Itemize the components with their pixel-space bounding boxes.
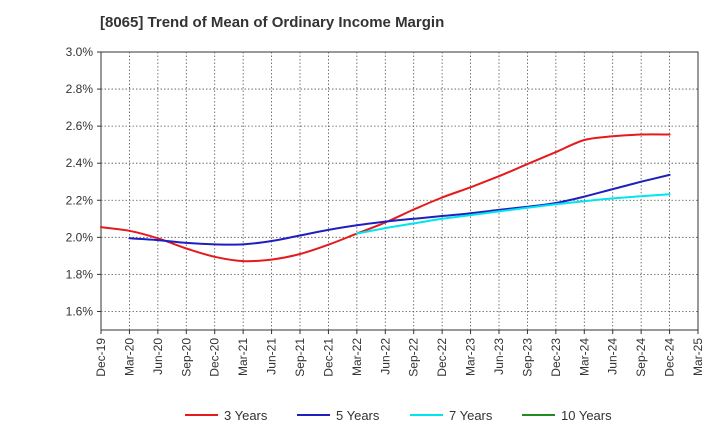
x-tick-label: Sep-20 [179, 338, 193, 377]
y-tick-label: 1.6% [66, 304, 94, 318]
x-tick-label: Jun-21 [265, 338, 279, 375]
legend-label-7-years: 7 Years [449, 408, 493, 423]
legend: 3 Years 5 Years 7 Years 10 Years [185, 408, 612, 423]
y-tick-label: 2.2% [66, 193, 94, 207]
x-tick-label: Jun-23 [492, 338, 506, 375]
legend-label-3-years: 3 Years [224, 408, 268, 423]
x-tick-label: Dec-23 [549, 338, 563, 377]
x-tick-label: Sep-21 [293, 338, 307, 377]
x-tick-label: Jun-20 [151, 338, 165, 375]
tick-layer: Dec-19 Mar-20 Jun-20 Sep-20 Dec-20 Mar-21 Jun-… [66, 45, 705, 377]
legend-label-10-years: 10 Years [561, 408, 612, 423]
x-tick-label: Dec-21 [321, 338, 335, 377]
x-tick-label: Sep-24 [634, 338, 648, 377]
x-tick-label: Mar-23 [464, 338, 478, 376]
x-tick-label: Mar-20 [122, 338, 136, 376]
x-tick-label: Sep-23 [520, 338, 534, 377]
legend-label-5-years: 5 Years [336, 408, 380, 423]
chart-title: [8065] Trend of Mean of Ordinary Income … [100, 14, 445, 31]
x-tick-label: Dec-19 [94, 338, 108, 377]
y-tick-label: 2.6% [66, 119, 94, 133]
series-layer [100, 133, 671, 263]
y-tick-label: 2.4% [66, 156, 94, 170]
series-line-7-years [355, 193, 671, 235]
x-tick-label: Mar-22 [350, 338, 364, 376]
y-tick-label: 2.8% [66, 82, 94, 96]
x-tick-label: Sep-22 [407, 338, 421, 377]
x-tick-label: Dec-20 [208, 338, 222, 377]
x-tick-label: Mar-25 [691, 338, 705, 376]
x-tick-label: Mar-21 [236, 338, 250, 376]
y-tick-label: 1.8% [66, 267, 94, 281]
x-tick-label: Mar-24 [577, 338, 591, 376]
grid-layer [97, 51, 699, 334]
x-tick-label: Dec-24 [663, 338, 677, 377]
x-tick-label: Jun-24 [606, 338, 620, 375]
x-tick-label: Dec-22 [435, 338, 449, 377]
y-tick-label: 2.0% [66, 230, 94, 244]
x-tick-label: Jun-22 [378, 338, 392, 375]
series-line-5-years [128, 173, 671, 246]
plot-area [100, 51, 699, 331]
y-tick-label: 3.0% [66, 45, 94, 59]
